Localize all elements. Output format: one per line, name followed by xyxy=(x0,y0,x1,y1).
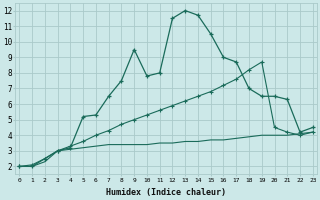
X-axis label: Humidex (Indice chaleur): Humidex (Indice chaleur) xyxy=(106,188,226,197)
